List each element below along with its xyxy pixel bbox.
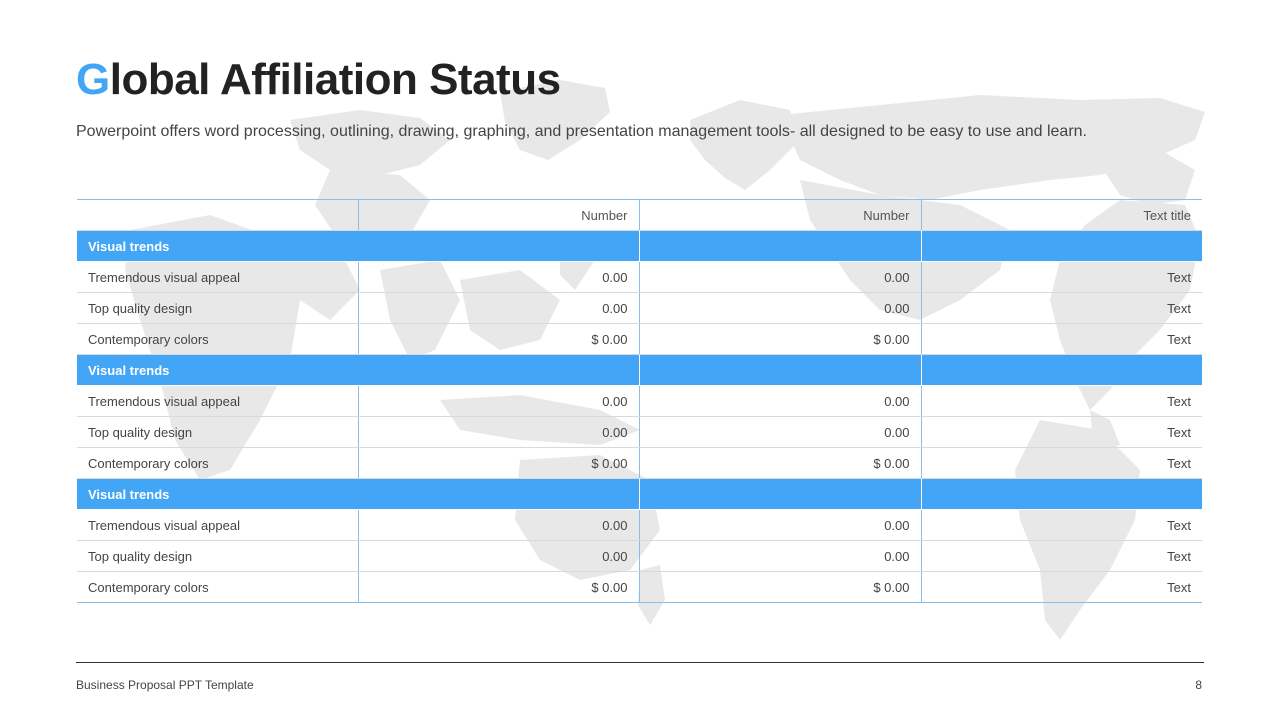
group-row: Visual trends: [77, 354, 1202, 386]
row-value: 0.00: [638, 385, 921, 417]
group-row: Visual trends: [77, 478, 1202, 510]
subtitle: Powerpoint offers word processing, outli…: [76, 123, 1087, 140]
row-text: Text: [920, 385, 1202, 417]
row-label: Tremendous visual appeal: [77, 261, 358, 293]
table-row: Top quality design 0.00 0.00 Text: [77, 416, 1202, 448]
affiliation-table: Number Number Text title Visual trends T…: [77, 199, 1202, 603]
table-row: Contemporary colors $ 0.00 $ 0.00 Text: [77, 447, 1202, 479]
row-value: 0.00: [357, 292, 639, 324]
table-row: Tremendous visual appeal 0.00 0.00 Text: [77, 261, 1202, 293]
row-value: $ 0.00: [357, 323, 639, 355]
page-title: Global Affiliation Status: [76, 54, 561, 106]
row-value: $ 0.00: [357, 447, 639, 479]
column-header: Number: [638, 199, 921, 231]
row-text: Text: [920, 292, 1202, 324]
footer-divider: [76, 662, 1204, 663]
group-row: Visual trends: [77, 230, 1202, 262]
row-value: $ 0.00: [638, 571, 921, 603]
row-label: Top quality design: [77, 416, 358, 448]
row-text: Text: [920, 261, 1202, 293]
table-row: Tremendous visual appeal 0.00 0.00 Text: [77, 509, 1202, 541]
row-label: Tremendous visual appeal: [77, 509, 358, 541]
group-cell: [920, 354, 1202, 386]
row-value: 0.00: [638, 292, 921, 324]
row-value: 0.00: [357, 509, 639, 541]
row-label: Top quality design: [77, 540, 358, 572]
table-row: Top quality design 0.00 0.00 Text: [77, 540, 1202, 572]
group-cell: [638, 478, 921, 510]
column-header: Text title: [920, 199, 1202, 231]
group-label: Visual trends: [77, 354, 639, 386]
row-text: Text: [920, 447, 1202, 479]
group-cell: [920, 230, 1202, 262]
row-label: Contemporary colors: [77, 571, 358, 603]
row-value: $ 0.00: [638, 447, 921, 479]
table-row: Contemporary colors $ 0.00 $ 0.00 Text: [77, 323, 1202, 355]
group-cell: [920, 478, 1202, 510]
row-label: Tremendous visual appeal: [77, 385, 358, 417]
group-label: Visual trends: [77, 230, 639, 262]
table-header-row: Number Number Text title: [77, 199, 1202, 231]
row-label: Contemporary colors: [77, 323, 358, 355]
row-value: 0.00: [357, 385, 639, 417]
row-value: 0.00: [638, 416, 921, 448]
page-number: 8: [1195, 678, 1202, 692]
column-header: [77, 199, 358, 231]
row-value: 0.00: [357, 540, 639, 572]
group-cell: [638, 354, 921, 386]
row-text: Text: [920, 323, 1202, 355]
row-text: Text: [920, 540, 1202, 572]
table-row: Top quality design 0.00 0.00 Text: [77, 292, 1202, 324]
row-value: $ 0.00: [357, 571, 639, 603]
footer-text: Business Proposal PPT Template: [76, 678, 254, 692]
row-text: Text: [920, 571, 1202, 603]
row-value: 0.00: [638, 261, 921, 293]
table-row: Tremendous visual appeal 0.00 0.00 Text: [77, 385, 1202, 417]
group-cell: [638, 230, 921, 262]
title-text: lobal Affiliation Status: [109, 55, 561, 104]
row-text: Text: [920, 509, 1202, 541]
group-label: Visual trends: [77, 478, 639, 510]
row-value: 0.00: [638, 540, 921, 572]
row-text: Text: [920, 416, 1202, 448]
column-header: Number: [357, 199, 639, 231]
title-accent-letter: G: [76, 55, 110, 104]
table-row: Contemporary colors $ 0.00 $ 0.00 Text: [77, 571, 1202, 603]
row-value: $ 0.00: [638, 323, 921, 355]
row-value: 0.00: [357, 261, 639, 293]
row-value: 0.00: [638, 509, 921, 541]
row-label: Contemporary colors: [77, 447, 358, 479]
row-value: 0.00: [357, 416, 639, 448]
row-label: Top quality design: [77, 292, 358, 324]
